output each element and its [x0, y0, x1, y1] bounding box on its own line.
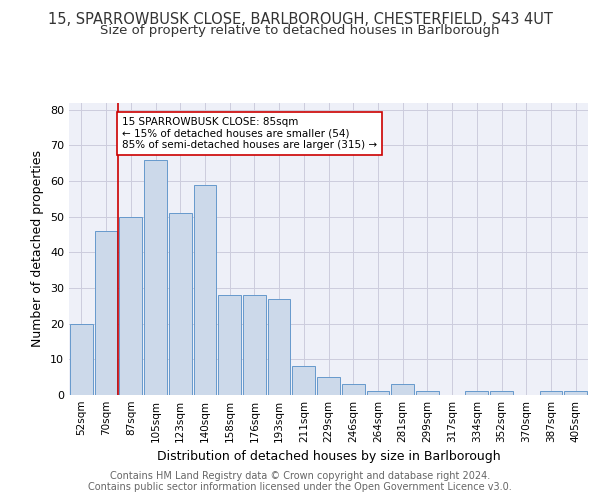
Bar [243, 295, 266, 395]
Bar [490, 392, 513, 395]
Bar [342, 384, 365, 395]
Text: Contains HM Land Registry data © Crown copyright and database right 2024.
Contai: Contains HM Land Registry data © Crown c… [88, 471, 512, 492]
X-axis label: Distribution of detached houses by size in Barlborough: Distribution of detached houses by size … [157, 450, 500, 464]
Y-axis label: Number of detached properties: Number of detached properties [31, 150, 44, 348]
Bar [416, 392, 439, 395]
Bar [144, 160, 167, 395]
Bar [218, 295, 241, 395]
Bar [317, 377, 340, 395]
Bar [268, 298, 290, 395]
Bar [539, 392, 562, 395]
Bar [194, 184, 216, 395]
Bar [367, 392, 389, 395]
Bar [391, 384, 414, 395]
Bar [119, 216, 142, 395]
Bar [564, 392, 587, 395]
Bar [70, 324, 93, 395]
Bar [95, 231, 118, 395]
Bar [466, 392, 488, 395]
Text: Size of property relative to detached houses in Barlborough: Size of property relative to detached ho… [100, 24, 500, 37]
Bar [169, 213, 191, 395]
Text: 15 SPARROWBUSK CLOSE: 85sqm
← 15% of detached houses are smaller (54)
85% of sem: 15 SPARROWBUSK CLOSE: 85sqm ← 15% of det… [122, 117, 377, 150]
Text: 15, SPARROWBUSK CLOSE, BARLBOROUGH, CHESTERFIELD, S43 4UT: 15, SPARROWBUSK CLOSE, BARLBOROUGH, CHES… [47, 12, 553, 28]
Bar [292, 366, 315, 395]
